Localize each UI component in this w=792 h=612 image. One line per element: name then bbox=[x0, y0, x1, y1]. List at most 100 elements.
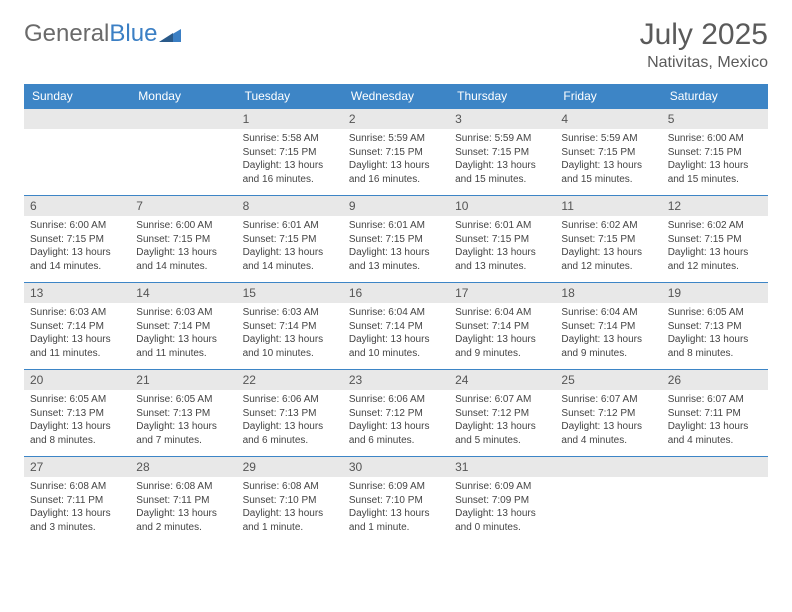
logo: GeneralBlue bbox=[24, 20, 181, 48]
calendar-day-cell: 18Sunrise: 6:04 AMSunset: 7:14 PMDayligh… bbox=[555, 283, 661, 370]
calendar-day-cell: 13Sunrise: 6:03 AMSunset: 7:14 PMDayligh… bbox=[24, 283, 130, 370]
day-number-empty bbox=[24, 109, 130, 129]
calendar-day-cell: 4Sunrise: 5:59 AMSunset: 7:15 PMDaylight… bbox=[555, 109, 661, 196]
month-title: July 2025 bbox=[640, 20, 768, 50]
day-number: 16 bbox=[343, 283, 449, 303]
day-number-empty bbox=[662, 457, 768, 477]
weekday-header: Wednesday bbox=[343, 84, 449, 109]
calendar-week-row: 20Sunrise: 6:05 AMSunset: 7:13 PMDayligh… bbox=[24, 370, 768, 457]
calendar-day-cell: 31Sunrise: 6:09 AMSunset: 7:09 PMDayligh… bbox=[449, 457, 555, 544]
day-number: 19 bbox=[662, 283, 768, 303]
calendar-day-cell bbox=[130, 109, 236, 196]
calendar-head: SundayMondayTuesdayWednesdayThursdayFrid… bbox=[24, 84, 768, 109]
day-details: Sunrise: 6:07 AMSunset: 7:12 PMDaylight:… bbox=[555, 390, 661, 451]
calendar-day-cell bbox=[555, 457, 661, 544]
day-details: Sunrise: 5:58 AMSunset: 7:15 PMDaylight:… bbox=[237, 129, 343, 190]
day-number: 24 bbox=[449, 370, 555, 390]
calendar-week-row: 6Sunrise: 6:00 AMSunset: 7:15 PMDaylight… bbox=[24, 196, 768, 283]
day-details: Sunrise: 5:59 AMSunset: 7:15 PMDaylight:… bbox=[555, 129, 661, 190]
day-details: Sunrise: 6:02 AMSunset: 7:15 PMDaylight:… bbox=[555, 216, 661, 277]
day-details: Sunrise: 6:02 AMSunset: 7:15 PMDaylight:… bbox=[662, 216, 768, 277]
day-details: Sunrise: 6:01 AMSunset: 7:15 PMDaylight:… bbox=[449, 216, 555, 277]
calendar-day-cell: 17Sunrise: 6:04 AMSunset: 7:14 PMDayligh… bbox=[449, 283, 555, 370]
day-number-empty bbox=[555, 457, 661, 477]
weekday-header: Monday bbox=[130, 84, 236, 109]
calendar-day-cell: 16Sunrise: 6:04 AMSunset: 7:14 PMDayligh… bbox=[343, 283, 449, 370]
calendar-day-cell: 21Sunrise: 6:05 AMSunset: 7:13 PMDayligh… bbox=[130, 370, 236, 457]
day-number: 2 bbox=[343, 109, 449, 129]
day-details: Sunrise: 6:04 AMSunset: 7:14 PMDaylight:… bbox=[449, 303, 555, 364]
day-number: 28 bbox=[130, 457, 236, 477]
day-details: Sunrise: 6:00 AMSunset: 7:15 PMDaylight:… bbox=[130, 216, 236, 277]
calendar-body: 1Sunrise: 5:58 AMSunset: 7:15 PMDaylight… bbox=[24, 109, 768, 544]
calendar-day-cell: 9Sunrise: 6:01 AMSunset: 7:15 PMDaylight… bbox=[343, 196, 449, 283]
day-details: Sunrise: 6:03 AMSunset: 7:14 PMDaylight:… bbox=[24, 303, 130, 364]
day-number: 6 bbox=[24, 196, 130, 216]
day-details: Sunrise: 6:05 AMSunset: 7:13 PMDaylight:… bbox=[24, 390, 130, 451]
day-number: 29 bbox=[237, 457, 343, 477]
day-number: 12 bbox=[662, 196, 768, 216]
day-number-empty bbox=[130, 109, 236, 129]
day-number: 8 bbox=[237, 196, 343, 216]
day-details: Sunrise: 6:05 AMSunset: 7:13 PMDaylight:… bbox=[662, 303, 768, 364]
calendar-day-cell: 14Sunrise: 6:03 AMSunset: 7:14 PMDayligh… bbox=[130, 283, 236, 370]
day-number: 1 bbox=[237, 109, 343, 129]
location-label: Nativitas, Mexico bbox=[640, 54, 768, 72]
day-details: Sunrise: 6:08 AMSunset: 7:11 PMDaylight:… bbox=[130, 477, 236, 538]
day-details: Sunrise: 6:00 AMSunset: 7:15 PMDaylight:… bbox=[662, 129, 768, 190]
weekday-header: Tuesday bbox=[237, 84, 343, 109]
day-number: 10 bbox=[449, 196, 555, 216]
day-details: Sunrise: 5:59 AMSunset: 7:15 PMDaylight:… bbox=[343, 129, 449, 190]
calendar-day-cell: 28Sunrise: 6:08 AMSunset: 7:11 PMDayligh… bbox=[130, 457, 236, 544]
day-details: Sunrise: 6:06 AMSunset: 7:13 PMDaylight:… bbox=[237, 390, 343, 451]
day-number: 25 bbox=[555, 370, 661, 390]
calendar-day-cell: 26Sunrise: 6:07 AMSunset: 7:11 PMDayligh… bbox=[662, 370, 768, 457]
weekday-header: Friday bbox=[555, 84, 661, 109]
day-details: Sunrise: 6:03 AMSunset: 7:14 PMDaylight:… bbox=[237, 303, 343, 364]
day-details: Sunrise: 6:04 AMSunset: 7:14 PMDaylight:… bbox=[555, 303, 661, 364]
day-details: Sunrise: 6:06 AMSunset: 7:12 PMDaylight:… bbox=[343, 390, 449, 451]
day-details: Sunrise: 6:09 AMSunset: 7:09 PMDaylight:… bbox=[449, 477, 555, 538]
day-details: Sunrise: 6:05 AMSunset: 7:13 PMDaylight:… bbox=[130, 390, 236, 451]
calendar-day-cell: 15Sunrise: 6:03 AMSunset: 7:14 PMDayligh… bbox=[237, 283, 343, 370]
calendar-day-cell: 19Sunrise: 6:05 AMSunset: 7:13 PMDayligh… bbox=[662, 283, 768, 370]
logo-part2: Blue bbox=[109, 20, 157, 47]
calendar-day-cell: 22Sunrise: 6:06 AMSunset: 7:13 PMDayligh… bbox=[237, 370, 343, 457]
day-details: Sunrise: 6:08 AMSunset: 7:10 PMDaylight:… bbox=[237, 477, 343, 538]
day-details: Sunrise: 6:08 AMSunset: 7:11 PMDaylight:… bbox=[24, 477, 130, 538]
day-number: 31 bbox=[449, 457, 555, 477]
calendar-day-cell: 27Sunrise: 6:08 AMSunset: 7:11 PMDayligh… bbox=[24, 457, 130, 544]
calendar-day-cell: 5Sunrise: 6:00 AMSunset: 7:15 PMDaylight… bbox=[662, 109, 768, 196]
calendar-week-row: 27Sunrise: 6:08 AMSunset: 7:11 PMDayligh… bbox=[24, 457, 768, 544]
calendar-table: SundayMondayTuesdayWednesdayThursdayFrid… bbox=[24, 84, 768, 543]
calendar-day-cell: 8Sunrise: 6:01 AMSunset: 7:15 PMDaylight… bbox=[237, 196, 343, 283]
calendar-day-cell: 1Sunrise: 5:58 AMSunset: 7:15 PMDaylight… bbox=[237, 109, 343, 196]
weekday-header: Sunday bbox=[24, 84, 130, 109]
day-number: 14 bbox=[130, 283, 236, 303]
calendar-day-cell: 7Sunrise: 6:00 AMSunset: 7:15 PMDaylight… bbox=[130, 196, 236, 283]
day-details: Sunrise: 6:07 AMSunset: 7:11 PMDaylight:… bbox=[662, 390, 768, 451]
calendar-day-cell bbox=[662, 457, 768, 544]
day-details: Sunrise: 6:04 AMSunset: 7:14 PMDaylight:… bbox=[343, 303, 449, 364]
calendar-day-cell: 24Sunrise: 6:07 AMSunset: 7:12 PMDayligh… bbox=[449, 370, 555, 457]
day-number: 3 bbox=[449, 109, 555, 129]
day-number: 11 bbox=[555, 196, 661, 216]
calendar-day-cell: 29Sunrise: 6:08 AMSunset: 7:10 PMDayligh… bbox=[237, 457, 343, 544]
day-number: 30 bbox=[343, 457, 449, 477]
day-details: Sunrise: 6:03 AMSunset: 7:14 PMDaylight:… bbox=[130, 303, 236, 364]
calendar-day-cell: 20Sunrise: 6:05 AMSunset: 7:13 PMDayligh… bbox=[24, 370, 130, 457]
calendar-day-cell: 12Sunrise: 6:02 AMSunset: 7:15 PMDayligh… bbox=[662, 196, 768, 283]
day-details: Sunrise: 6:00 AMSunset: 7:15 PMDaylight:… bbox=[24, 216, 130, 277]
day-number: 9 bbox=[343, 196, 449, 216]
day-details: Sunrise: 6:09 AMSunset: 7:10 PMDaylight:… bbox=[343, 477, 449, 538]
day-number: 5 bbox=[662, 109, 768, 129]
day-number: 20 bbox=[24, 370, 130, 390]
calendar-day-cell: 11Sunrise: 6:02 AMSunset: 7:15 PMDayligh… bbox=[555, 196, 661, 283]
calendar-week-row: 1Sunrise: 5:58 AMSunset: 7:15 PMDaylight… bbox=[24, 109, 768, 196]
calendar-day-cell: 25Sunrise: 6:07 AMSunset: 7:12 PMDayligh… bbox=[555, 370, 661, 457]
day-details: Sunrise: 5:59 AMSunset: 7:15 PMDaylight:… bbox=[449, 129, 555, 190]
day-number: 26 bbox=[662, 370, 768, 390]
weekday-header-row: SundayMondayTuesdayWednesdayThursdayFrid… bbox=[24, 84, 768, 109]
day-number: 18 bbox=[555, 283, 661, 303]
calendar-day-cell: 10Sunrise: 6:01 AMSunset: 7:15 PMDayligh… bbox=[449, 196, 555, 283]
